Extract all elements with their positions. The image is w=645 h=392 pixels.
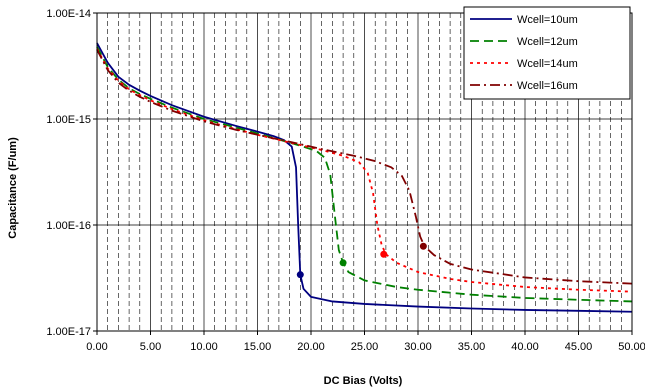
x-tick-label: 35.00 xyxy=(458,341,486,353)
x-axis-title: DC Bias (Volts) xyxy=(324,375,403,387)
legend-box xyxy=(463,6,631,100)
x-tick-label: 50.00 xyxy=(618,341,645,353)
y-tick-label: 1.00E-15 xyxy=(46,114,91,126)
y-axis-title: Capacitance (F/um) xyxy=(7,137,19,239)
x-tick-label: 30.00 xyxy=(404,341,432,353)
y-tick-label: 1.00E-17 xyxy=(46,326,91,338)
series-line-1 xyxy=(96,42,633,313)
legend: Wcell=10um Wcell=12um Wcell=14um Wcell=16um xyxy=(463,6,631,100)
x-tick-label: 45.00 xyxy=(565,341,593,353)
series-marker-3 xyxy=(380,250,388,258)
x-tick-label: 0.00 xyxy=(86,341,107,353)
y-axis: 1.00E-17 1.00E-16 1.00E-15 1.00E-14 xyxy=(46,8,97,338)
x-tick-label: 25.00 xyxy=(351,341,379,353)
x-tick-label: 5.00 xyxy=(140,341,161,353)
legend-label-2: Wcell=12um xyxy=(517,36,578,48)
x-tick-label: 10.00 xyxy=(190,341,218,353)
y-tick-label: 1.00E-16 xyxy=(46,220,91,232)
x-tick-label: 20.00 xyxy=(297,341,325,353)
series-line-2 xyxy=(96,46,633,303)
legend-label-1: Wcell=10um xyxy=(517,14,578,26)
series-marker-4 xyxy=(419,242,427,250)
series-line-4 xyxy=(96,49,633,285)
legend-label-4: Wcell=16um xyxy=(517,80,578,92)
legend-label-3: Wcell=14um xyxy=(517,58,578,70)
series-line-3 xyxy=(96,48,633,293)
series-marker-1 xyxy=(296,271,304,279)
y-tick-label: 1.00E-14 xyxy=(46,8,91,20)
series-layer xyxy=(96,42,633,313)
series-marker-2 xyxy=(339,259,347,267)
x-tick-label: 40.00 xyxy=(511,341,539,353)
x-tick-label: 15.00 xyxy=(244,341,272,353)
x-axis: 0.00 5.00 10.00 15.00 20.00 25.00 30.00 35.00 40… xyxy=(86,331,645,353)
